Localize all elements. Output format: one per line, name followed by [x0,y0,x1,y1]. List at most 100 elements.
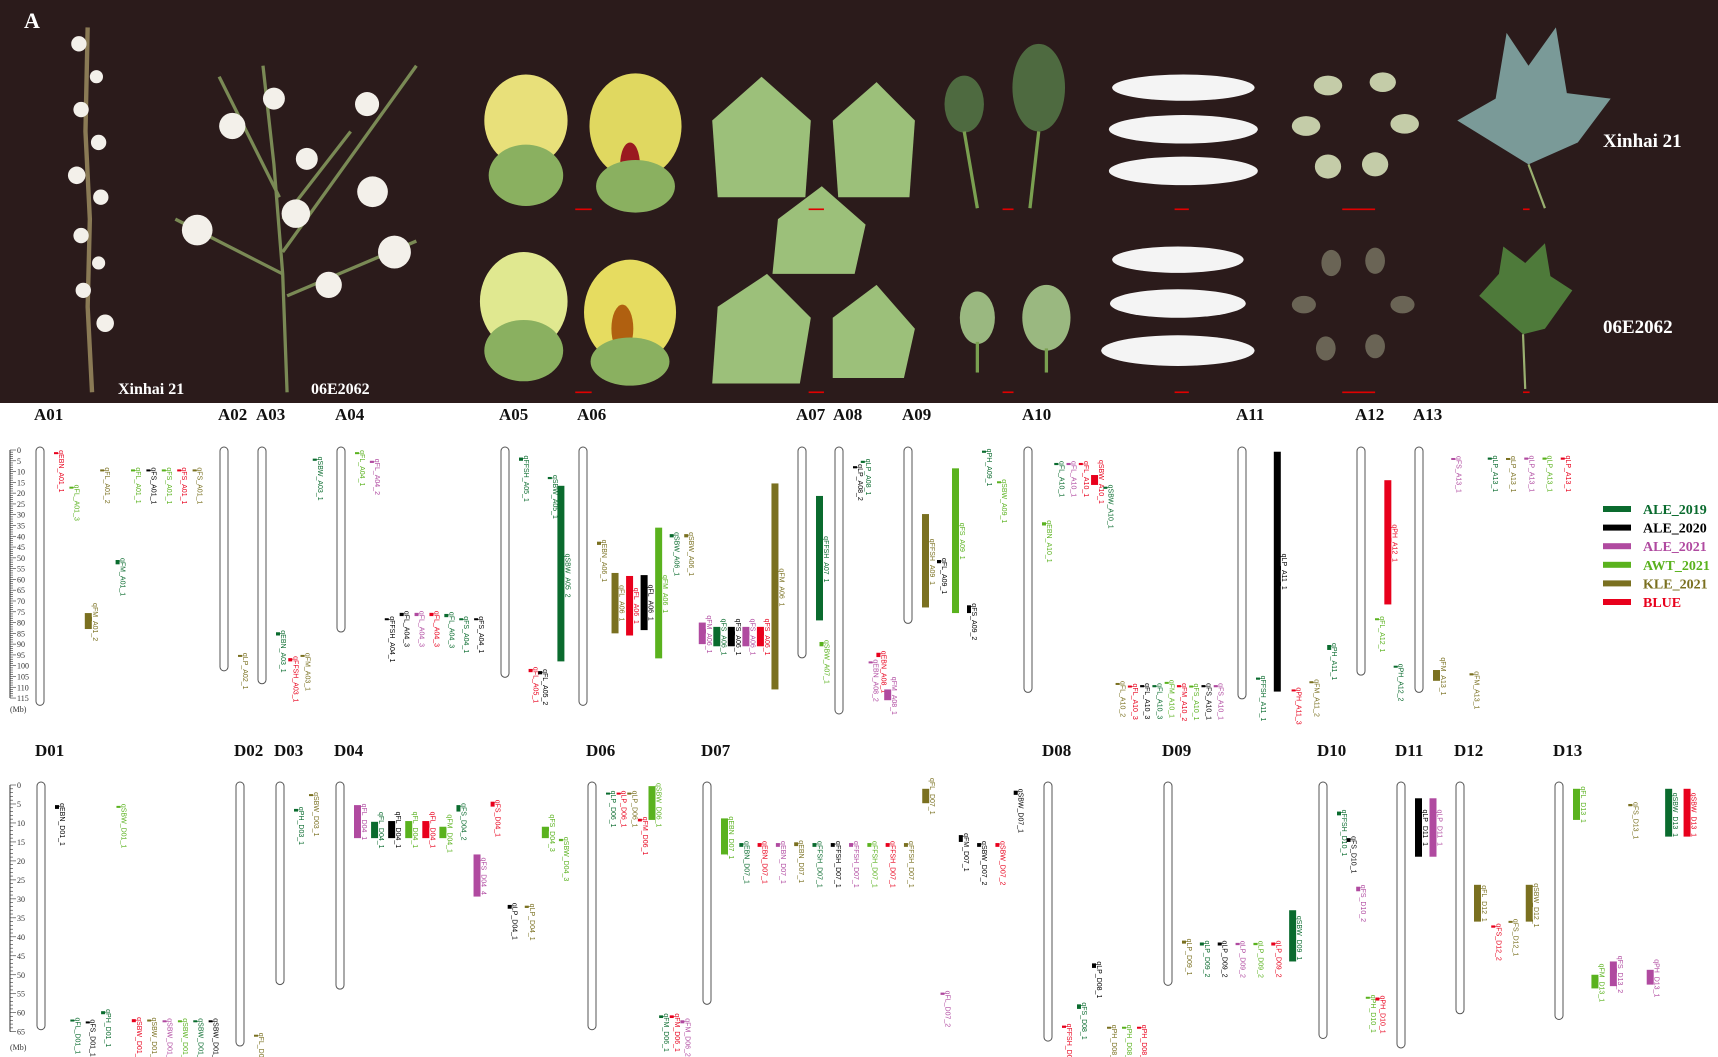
qtl-qFM_A13_1: qFM_A13_1 [1469,671,1480,709]
qtl-label: qFL_A10_2 [1119,681,1126,717]
qtl-qLP_D09_2: qLP_D09_2 [1217,940,1228,978]
qtl-marker [1289,910,1297,962]
qtl-marker [1217,942,1222,946]
chromosome-bar [587,781,597,1031]
legend-swatch [1603,524,1631,531]
qtl-marker [659,1015,664,1019]
chromosome-A08: A08 qLP_A08_2 qLP_A08_1 qEBN_A08_2 qEBN_A08_… [833,405,897,715]
qtl-marker [1115,682,1120,685]
qtl-label: qFL_A09_1 [940,558,947,594]
qtl-qFM_D06_1: qFM_D06_1 [659,1013,669,1052]
qtl-qFL_D04_1: qFL_D04_1 [388,812,401,848]
qtl-label: qFFSH_D07_1 [852,841,859,888]
qtl-qFL_A05_2: qFL_A05_2 [538,669,548,705]
qtl-marker [1433,670,1440,681]
qtl-qLP_A13_1: qLP_A13_1 [1487,456,1498,492]
axis-tick-label: 35 [17,914,25,923]
qtl-marker [876,652,881,658]
qtl-marker [1384,480,1392,605]
qtl-marker [70,1019,75,1022]
qtl-qFM_D06_1: qFM_D06_1 [637,817,648,855]
qtl-label: qFM_A13_1 [1439,657,1446,695]
qtl-marker [812,843,817,847]
chromosome-bar [1043,781,1053,1042]
qtl-marker [1346,838,1351,842]
qtl-marker [507,904,512,909]
qtl-marker [1524,457,1529,460]
qtl-qFM_A06_1: qFM_A06_1 [655,527,668,659]
qtl-label: qLP_D11_1 [1436,810,1443,847]
qtl-qFL_A05_1: qFL_A05_1 [528,667,539,703]
qtl-qLP_A08_2: qLP_A08_2 [853,464,863,501]
chromosome-label: D03 [274,741,303,760]
legend-swatch [1603,599,1631,605]
qtl-label: qFM_D06_2 [683,1018,690,1057]
qtl-marker [1137,1026,1141,1029]
axis-tick-label: 60 [17,1009,25,1018]
axis-tick-label: 0 [17,446,21,455]
qtl-qFS_A04_1: qFS_A04_1 [459,616,469,653]
qtl-qPH_D01_1: qPH_D01_1 [101,1009,111,1047]
qtl-marker [597,541,601,545]
qtl-marker [1415,798,1422,857]
qtl-label: qSBW_D01_2 [196,1018,203,1057]
qtl-qSBW_D07_2: qSBW_D07_2 [977,841,987,886]
qtl-marker [757,843,762,847]
qtl-marker [669,534,674,538]
qtl-label: qFFSH_D10_1 [1340,810,1347,857]
qtl-label: qSBW_D13_1 [1690,793,1697,837]
qtl-qSBW_A05_2: qSBW_A05_2 [557,485,570,662]
chromosome-bar [235,781,245,1047]
axis-tick-label: 20 [17,489,25,498]
qtl-marker [1176,685,1181,688]
qtl-marker [1140,685,1145,688]
qtl-label: qFS_D04_1 [494,800,501,837]
qtl-qSBW_D01_2: qSBW_D01_2 [208,1018,219,1057]
qtl-label: qFM_A06_1 [661,575,668,613]
qtl-label: qSBW_D07_1 [1017,789,1024,833]
qtl-qFL_D07_1: qFL_D07_1 [922,778,935,815]
chromosome-label: A09 [902,405,931,424]
qtl-label: qEBN_A03_1 [279,630,286,673]
qtl-marker [684,534,689,538]
qtl-marker [519,457,523,461]
qtl-label: qFM_A06_1 [777,568,784,606]
qtl-qFM_A13_1: qFM_A13_1 [1433,657,1446,696]
chromosome-bar [335,781,345,990]
qtl-marker [547,476,552,480]
qtl-label: qPH_A12_1 [1390,524,1397,562]
qtl-label: qSBW_D01_2 [181,1018,188,1057]
axis-tick-label: 45 [17,952,25,961]
qtl-label: qFL_A01_1 [134,467,141,503]
qtl-marker [903,843,908,847]
panel-letter: A [24,8,40,33]
qtl-qFM_D04_1: qFM_D04_1 [439,814,452,853]
qtl-qFS_D12_1: qFS_D12_1 [1508,919,1519,956]
qtl-marker [422,821,430,839]
chromosome-label: A04 [335,405,365,424]
qtl-label: qSBW_D01_2 [212,1018,219,1057]
chromosome-label: D09 [1162,741,1191,760]
axis-tick-label: 90 [17,640,25,649]
qtl-qFL_A10_3: qFL_A10_3 [1127,684,1138,720]
qtl-marker [922,514,929,608]
qtl-marker [444,613,449,618]
qtl-label: qFL_D12_1 [1480,885,1487,922]
qtl-marker [849,843,854,847]
qtl-qFS_A06_1: qFS_A06_1 [713,619,726,656]
axis-tick-label: 110 [17,683,29,692]
qtl-label: qFL_A04_3 [432,611,439,647]
label-06e2062-bottom: 06E2062 [1603,317,1673,338]
qtl-label: qFL_D07_2 [944,991,951,1028]
qtl-label: qPH_D13_1 [1653,959,1660,997]
qtl-marker [1103,486,1108,489]
qtl-qFL_A06_1: qFL_A06_1 [611,572,625,634]
qtl-marker [1013,790,1018,795]
qtl-qPH_D03_1: qPH_D03_1 [294,807,304,845]
qtl-qFM_A06_1: qFM_A06_1 [698,615,712,654]
qtl-qFM_A10_2: qFM_A10_2 [1176,683,1187,721]
qtl-marker [1091,475,1099,485]
qtl-qFM_D06_1: qFM_D06_1 [669,1013,680,1052]
qtl-label: qSBW_A07_1 [823,640,830,684]
